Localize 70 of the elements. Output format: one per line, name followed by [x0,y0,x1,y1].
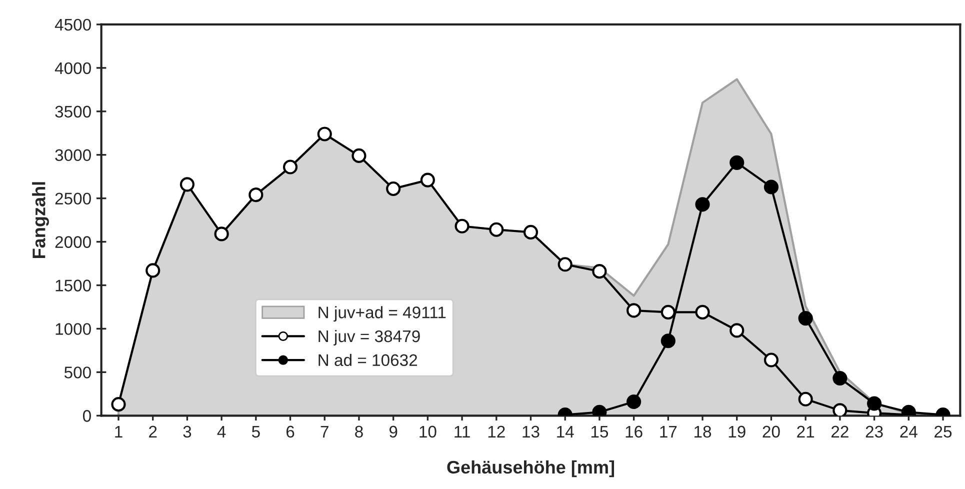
point [730,323,744,338]
y-tick-label: 3500 [55,106,91,118]
x-tick-label: 14 [557,426,574,438]
legend-label: N ad = 10632 [318,354,418,366]
point [420,172,435,188]
point [352,148,366,164]
x-tick-label: 18 [694,426,712,438]
point [558,257,572,272]
point [798,392,813,406]
point [832,403,848,416]
y-tick-label: 1500 [56,280,91,292]
y-tick-label: 2000 [55,236,91,248]
point [695,304,710,320]
point [866,396,882,411]
y-tick-label: 4000 [54,62,91,74]
point [523,224,538,240]
point [489,222,504,237]
x-tick-label: 21 [797,426,814,438]
point [180,177,195,192]
x-tick-label: 20 [762,426,780,438]
x-tick-label: 19 [728,426,746,438]
point [454,218,470,234]
x-tick-label: 15 [591,426,608,438]
x-tick-label: 23 [866,426,883,438]
point [214,226,229,242]
x-tick-label: 8 [355,426,363,438]
x-tick-label: 9 [389,426,398,438]
x-tick-label: 7 [320,426,328,438]
y-tick-label: 0 [82,410,91,422]
point [386,181,401,196]
y-tick-label: 2500 [55,192,91,205]
x-tick-label: 6 [286,426,294,438]
point [146,263,160,278]
point [111,397,126,412]
point [832,370,848,386]
y-tick-label: 3000 [55,149,91,162]
x-axis-title: Gehäusehöhe [mm] [447,460,614,478]
point [798,310,813,326]
y-tick-label: 4500 [54,18,91,31]
x-tick-label: 16 [626,426,642,438]
x-tick-label: 25 [934,426,952,438]
point [317,126,332,142]
point [660,334,676,348]
point [626,303,642,318]
x-tick-label: 1 [115,426,122,438]
x-tick-label: 24 [900,426,918,438]
x-tick-label: 5 [252,426,260,438]
x-tick-label: 2 [149,426,157,438]
x-tick-label: 17 [660,426,677,438]
point [730,155,744,170]
point [764,352,779,368]
legend-label: N juv = 38479 [318,330,420,346]
x-tick-label: 3 [183,426,192,438]
point [626,394,642,410]
x-tick-label: 13 [522,426,540,438]
x-tick-label: 11 [454,426,470,438]
point [592,264,607,279]
point [695,197,710,212]
y-tick-label: 500 [64,366,91,378]
point [660,304,676,320]
point [282,160,298,174]
point [248,188,264,202]
y-tick-label: 1000 [56,323,91,335]
x-tick-label: 22 [832,426,848,438]
x-tick-label: 12 [488,426,505,438]
x-tick-label: 10 [420,426,436,438]
x-tick-label: 4 [217,426,226,438]
y-axis-title: Fangzahl [32,182,49,258]
point [764,180,779,194]
legend-label: N juv+ad = 49111 [318,306,446,322]
